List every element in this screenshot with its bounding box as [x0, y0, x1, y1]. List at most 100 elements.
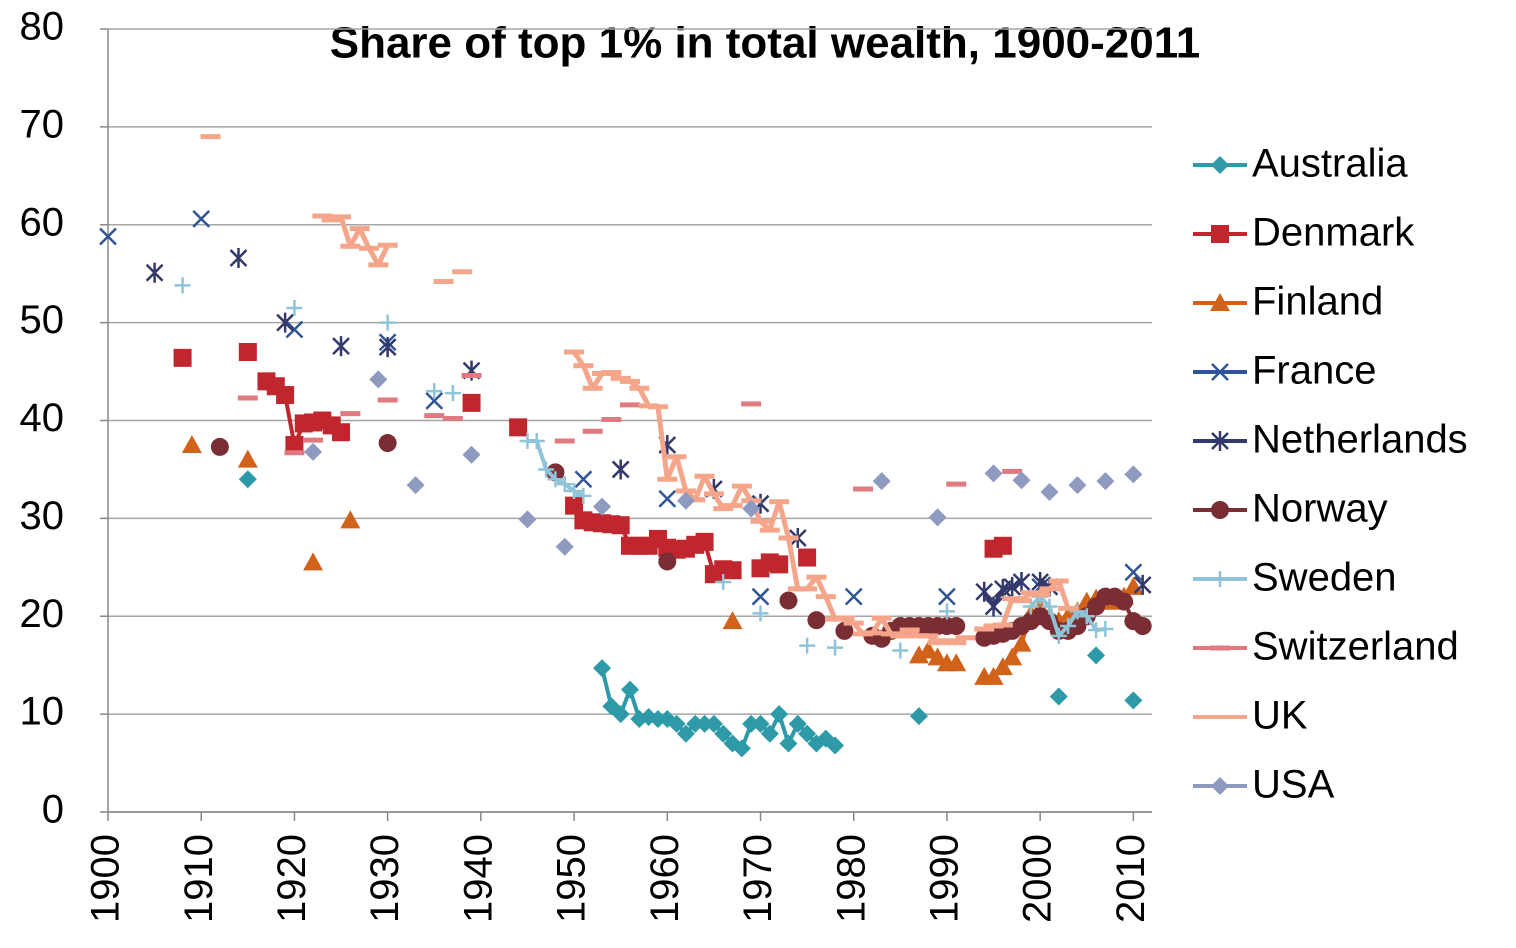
- marker: [676, 491, 695, 510]
- marker: [174, 277, 191, 294]
- legend-label: Sweden: [1252, 556, 1397, 600]
- x-tick-label: 1910: [177, 834, 221, 923]
- chart-title: Share of top 1% in total wealth, 1900-20…: [330, 19, 1201, 68]
- legend-label: Finland: [1252, 280, 1383, 324]
- marker: [742, 499, 761, 518]
- marker: [723, 561, 742, 580]
- marker: [928, 508, 947, 527]
- legend-item: Sweden: [1193, 556, 1397, 600]
- marker: [658, 552, 677, 571]
- marker: [1211, 501, 1229, 519]
- marker: [1211, 777, 1229, 795]
- legend-item: UK: [1193, 694, 1308, 738]
- marker: [303, 552, 324, 571]
- marker: [1003, 576, 1022, 597]
- marker: [378, 434, 397, 453]
- legend-item: Netherlands: [1193, 418, 1468, 462]
- marker: [378, 337, 397, 358]
- marker: [983, 666, 1004, 685]
- marker: [1078, 608, 1095, 625]
- marker: [1124, 563, 1143, 582]
- marker: [332, 423, 351, 442]
- y-tick-label: 80: [20, 5, 65, 49]
- marker: [1050, 627, 1067, 644]
- x-tick-label: 1990: [922, 834, 966, 923]
- marker: [1133, 617, 1152, 636]
- legend-label: Switzerland: [1252, 625, 1459, 669]
- marker: [779, 591, 798, 610]
- marker: [742, 714, 761, 733]
- marker: [547, 471, 564, 488]
- marker: [1041, 598, 1058, 615]
- marker: [992, 657, 1013, 676]
- marker: [918, 640, 939, 659]
- marker: [1211, 363, 1229, 381]
- marker: [1211, 156, 1229, 174]
- marker: [835, 621, 854, 640]
- marker: [229, 248, 248, 269]
- y-tick-label: 70: [20, 102, 65, 146]
- marker: [714, 724, 733, 743]
- marker: [1097, 620, 1114, 637]
- legend-label: Norway: [1252, 487, 1388, 531]
- marker: [1096, 472, 1115, 491]
- marker: [1124, 465, 1143, 484]
- marker: [676, 724, 695, 743]
- marker: [145, 262, 164, 283]
- marker: [1011, 633, 1032, 652]
- y-tick-label: 60: [20, 200, 65, 244]
- y-tick-label: 30: [20, 494, 65, 538]
- marker: [1133, 574, 1152, 595]
- marker: [181, 434, 202, 453]
- x-tick-label: 1940: [456, 834, 500, 923]
- y-tick-label: 40: [20, 396, 65, 440]
- marker: [1211, 431, 1229, 451]
- x-tick-label: 2000: [1016, 834, 1060, 923]
- marker: [788, 714, 807, 733]
- legend-item: France: [1193, 349, 1377, 393]
- marker: [695, 714, 714, 733]
- marker: [704, 714, 723, 733]
- marker: [751, 714, 770, 733]
- marker: [555, 537, 574, 556]
- marker: [1002, 647, 1023, 666]
- marker: [799, 637, 816, 654]
- marker: [237, 449, 258, 468]
- x-tick-label: 1970: [736, 834, 780, 923]
- legend-item: Australia: [1193, 142, 1408, 186]
- marker: [1115, 592, 1134, 611]
- marker: [779, 734, 798, 753]
- marker: [947, 617, 966, 636]
- marker: [286, 299, 303, 316]
- marker: [285, 435, 304, 454]
- legend-item: Switzerland: [1193, 625, 1459, 669]
- x-tick-label: 1900: [84, 834, 128, 923]
- marker: [715, 573, 732, 590]
- marker: [1068, 476, 1087, 495]
- marker: [426, 383, 443, 400]
- marker: [210, 437, 229, 456]
- marker: [872, 472, 891, 491]
- marker: [686, 714, 705, 733]
- marker: [238, 470, 257, 489]
- marker: [379, 314, 396, 331]
- marker: [1210, 293, 1230, 311]
- marker: [975, 581, 994, 602]
- marker: [611, 459, 630, 480]
- marker: [593, 659, 612, 678]
- marker: [528, 433, 545, 450]
- y-tick-label: 50: [20, 298, 65, 342]
- x-tick-label: 1930: [363, 834, 407, 923]
- x-tick-label: 2010: [1109, 834, 1153, 923]
- marker: [1012, 571, 1031, 592]
- marker: [518, 510, 537, 529]
- legend-item: Denmark: [1193, 211, 1415, 255]
- marker: [285, 320, 304, 339]
- marker: [509, 418, 528, 437]
- marker: [369, 370, 388, 389]
- marker: [406, 476, 425, 495]
- marker: [938, 603, 955, 620]
- marker: [908, 645, 929, 664]
- marker: [276, 312, 294, 333]
